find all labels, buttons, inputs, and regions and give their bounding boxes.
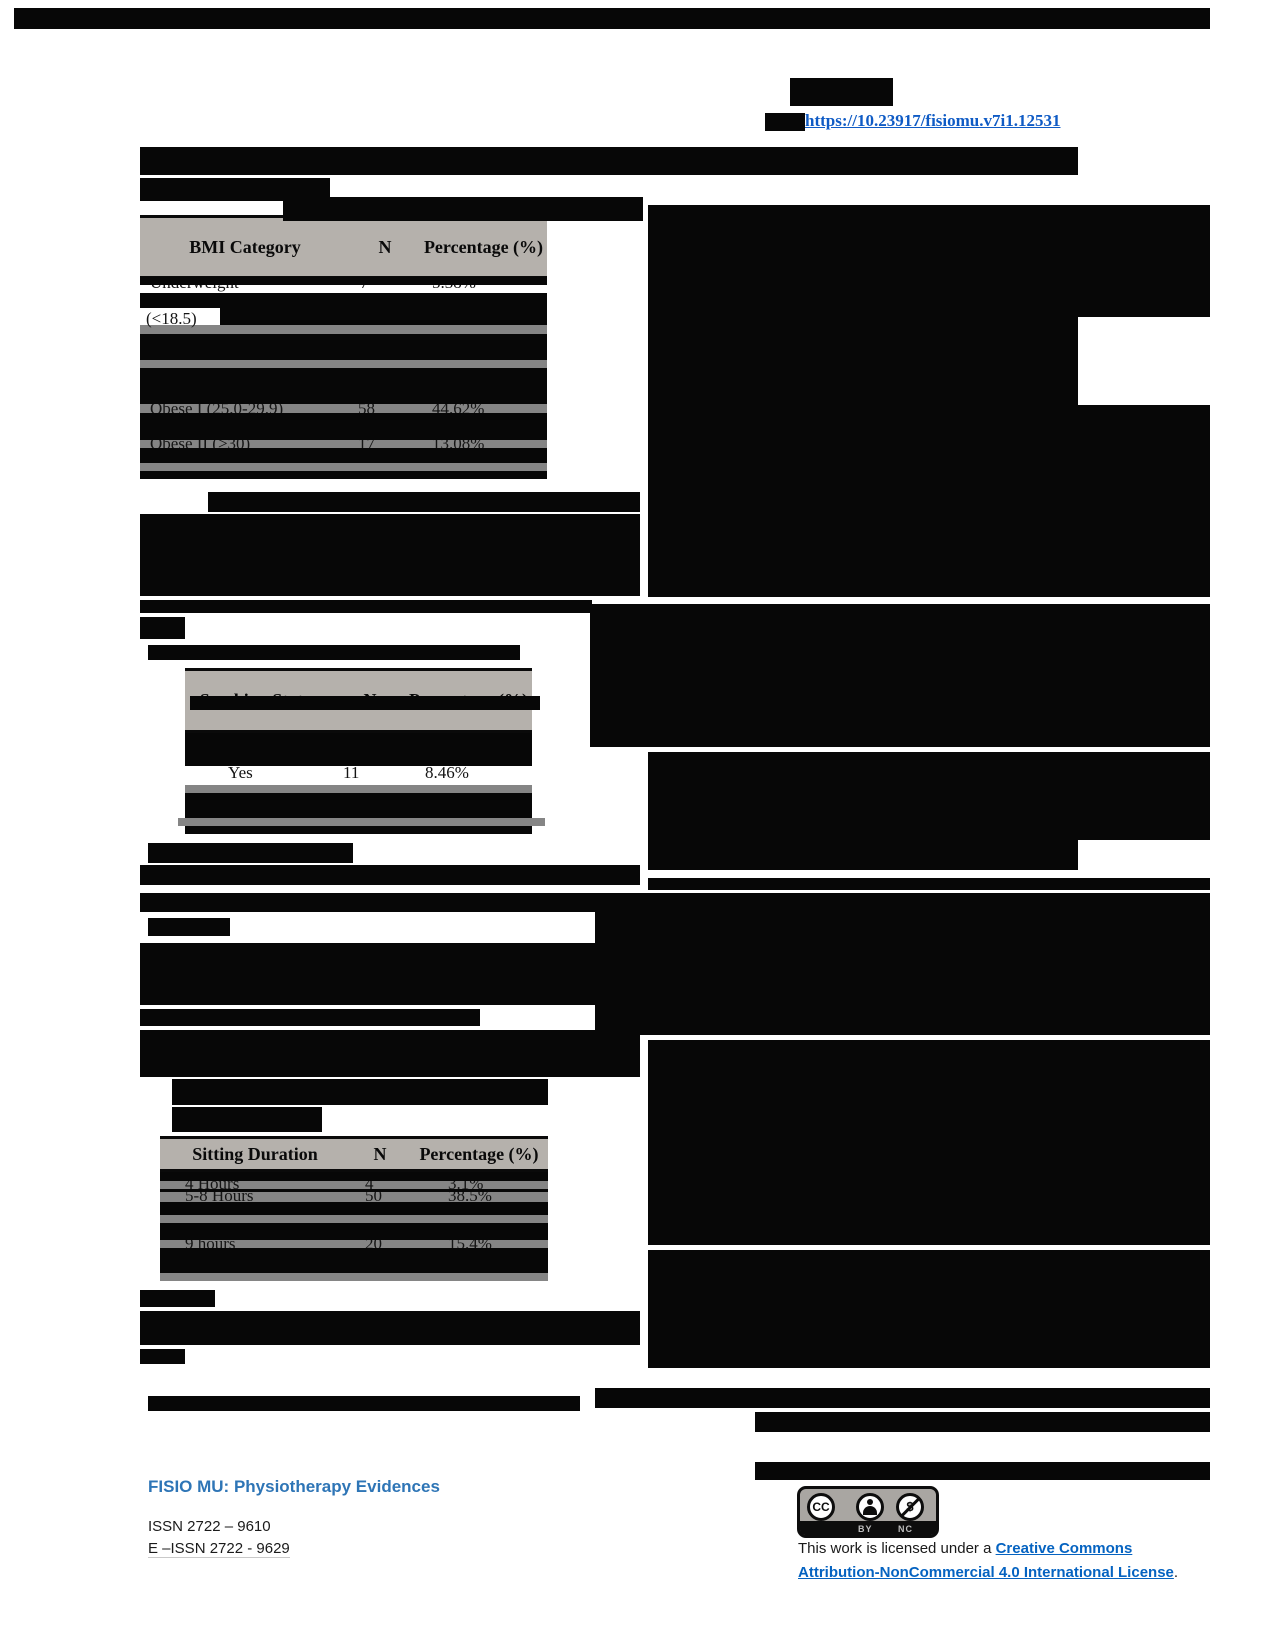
license-suffix: . [1173, 1564, 1179, 1581]
redaction-bar [755, 1462, 1210, 1480]
sitting-col-n: N [373, 1143, 387, 1164]
redaction-bar [648, 878, 1210, 890]
sitting-col-percentage: Percentage (%) [419, 1143, 539, 1164]
redaction-bar [140, 1311, 640, 1345]
cc-badge-strip: BY NC [800, 1521, 936, 1535]
redaction-bar [140, 1009, 480, 1026]
redaction-bar [140, 865, 640, 885]
redaction-bar [140, 1030, 640, 1077]
license-link[interactable]: Creative Commons Attribution-NonCommerci… [798, 1540, 1174, 1581]
redaction-bar [140, 413, 547, 440]
table-cell: 4 [365, 1174, 374, 1193]
redaction-bar [648, 840, 1078, 870]
issn-line: ISSN 2722 – 9610 [148, 1518, 271, 1535]
table-cell: 8.46% [425, 763, 469, 782]
eissn-line: E –ISSN 2722 - 9629 [148, 1540, 290, 1558]
redaction-bar [595, 1388, 1210, 1408]
redaction-bar [140, 514, 640, 596]
redaction-bar [648, 317, 1078, 405]
redaction-bar [140, 293, 547, 308]
redaction-bar [160, 1223, 548, 1240]
redaction-bar [140, 943, 640, 1005]
sitting-table-header: Sitting Duration N Percentage (%) [160, 1136, 548, 1172]
cc-nc-icon: $ [896, 1493, 924, 1521]
redaction-bar [140, 334, 547, 360]
redaction-bar [595, 893, 1210, 1035]
cc-license-badge[interactable]: CC $ BY NC [797, 1486, 939, 1538]
redaction-bar [208, 492, 640, 512]
table-row-separator [160, 1273, 548, 1281]
redaction-bar [140, 1290, 215, 1307]
redaction-bar [148, 645, 520, 660]
redaction-bar [160, 1172, 548, 1181]
table-cell: 11 [343, 763, 360, 782]
cc-nc-label: NC [898, 1524, 913, 1534]
redaction-bar [283, 197, 643, 221]
table-row-separator [178, 818, 545, 826]
redaction-bar [14, 8, 1210, 29]
redaction-bar [140, 471, 547, 479]
redaction-bar [140, 277, 547, 285]
redaction-bar [220, 308, 547, 325]
redaction-bar [590, 604, 1210, 747]
redaction-bar [140, 617, 185, 639]
license-text: This work is licensed under a Creative C… [798, 1537, 1198, 1585]
redaction-bar [140, 147, 1078, 175]
bmi-row1-strip: Underweight 7 5.38% [140, 285, 547, 293]
cc-by-label: BY [858, 1524, 873, 1534]
cc-by-icon [856, 1493, 884, 1521]
smoking-row1-label: Yes [228, 763, 253, 782]
redaction-bar [648, 1040, 1210, 1245]
doi-link[interactable]: https://10.23917/fisiomu.v7i1.12531 [805, 111, 1061, 130]
redaction-bar [140, 448, 547, 463]
redaction-bar [160, 1189, 548, 1192]
redaction-bar [185, 793, 532, 818]
redaction-bar [140, 1349, 185, 1364]
table-row-separator [160, 1215, 548, 1223]
redaction-bar [755, 1412, 1210, 1432]
table-cell: Underweight [150, 285, 239, 293]
table-row-separator [185, 785, 532, 793]
table-row-separator [140, 440, 547, 448]
redaction-bar [190, 696, 540, 710]
bmi-col-n: N [378, 236, 392, 257]
redaction-bar [148, 918, 230, 936]
table-cell: 5.38% [432, 285, 476, 293]
redaction-bar [185, 826, 532, 834]
redaction-bar [765, 113, 805, 131]
redaction-bar [160, 1202, 548, 1215]
bmi-col-percentage: Percentage (%) [423, 236, 544, 257]
redaction-bar [148, 1396, 580, 1411]
table-row-separator [160, 1240, 548, 1248]
redaction-bar [140, 893, 640, 912]
journal-title: FISIO MU: Physiotherapy Evidences [148, 1477, 440, 1496]
redaction-bar [172, 1107, 322, 1132]
redaction-bar [185, 733, 532, 766]
redaction-bar [140, 368, 547, 404]
redaction-bar [648, 1250, 1210, 1368]
license-prefix: This work is licensed under a [798, 1540, 996, 1557]
sitting-col-duration: Sitting Duration [192, 1143, 318, 1164]
bmi-table-header: BMI Category N Percentage (%) [140, 215, 547, 279]
redaction-bar [140, 600, 592, 613]
table-row-separator [140, 325, 547, 334]
table-row-separator [140, 463, 547, 471]
redaction-bar [160, 1248, 548, 1273]
table-row-separator [160, 1181, 548, 1189]
table-row-separator [140, 360, 547, 368]
redaction-bar [172, 1079, 548, 1105]
redaction-bar [140, 178, 330, 201]
cc-logo-icon: CC [807, 1493, 835, 1521]
bmi-col-category: BMI Category [189, 236, 301, 257]
redaction-bar [648, 752, 1210, 840]
redaction-bar [648, 405, 1210, 597]
table-row-separator [140, 404, 547, 413]
redaction-bar [148, 843, 353, 863]
table-row-separator [160, 1192, 548, 1202]
bmi-row1-wrap-fragment: (<18.5) [146, 309, 197, 328]
redaction-bar [648, 205, 1210, 317]
table-cell: 7 [360, 285, 369, 293]
redaction-bar [790, 78, 893, 106]
